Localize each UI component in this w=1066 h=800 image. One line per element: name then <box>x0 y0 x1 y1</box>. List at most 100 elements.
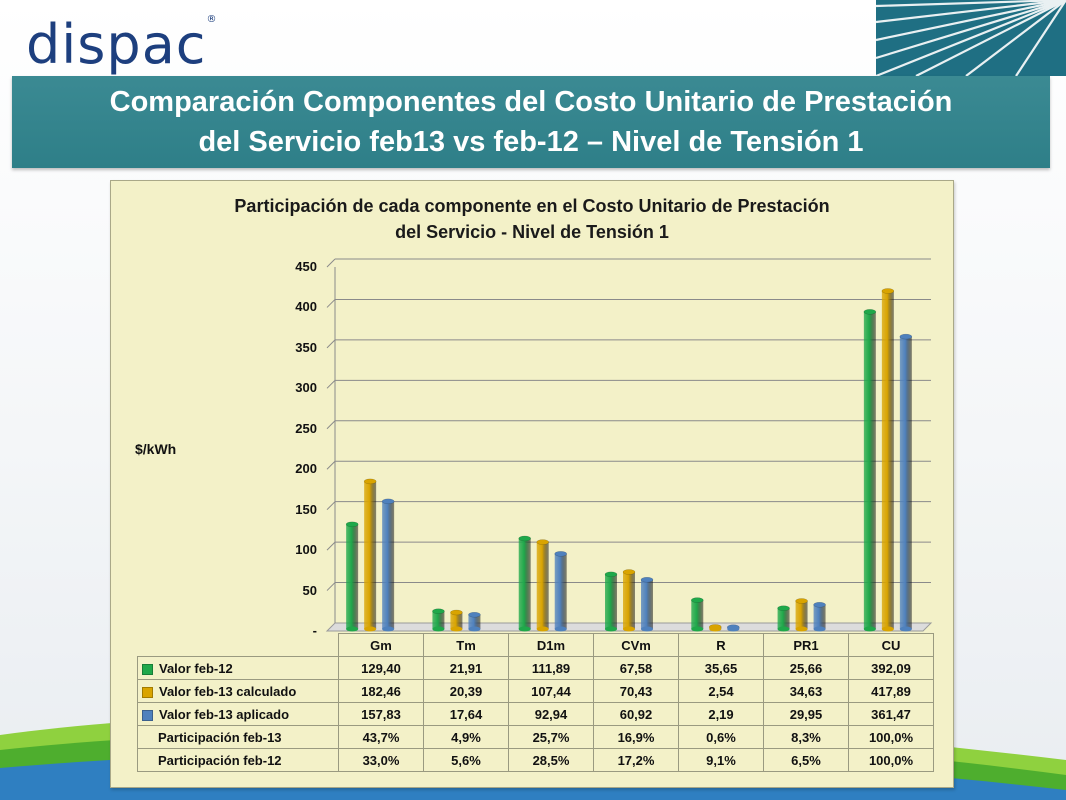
data-value: 8,3% <box>763 725 849 749</box>
bar-PR1-series-1 <box>777 605 790 632</box>
bar-R-series-2 <box>709 624 722 632</box>
data-value: 111,89 <box>508 656 594 680</box>
bar-CVm-series-2 <box>622 569 636 632</box>
category-label: R <box>678 633 764 657</box>
data-value: 17,2% <box>593 748 679 772</box>
bar-Tm-series-2 <box>450 609 463 632</box>
legend-key <box>142 686 153 698</box>
table-row: Valor feb-13 aplicado 157,83 17,64 92,94 60,… <box>137 702 934 726</box>
y-tick-label: 100 <box>295 542 317 558</box>
bar-Gm-series-2 <box>363 478 377 632</box>
data-value: 25,66 <box>763 656 849 680</box>
series-name: Valor feb-13 calculado <box>137 679 339 703</box>
bar-CVm-series-1 <box>604 571 618 632</box>
chart-title-line2: del Servicio - Nivel de Tensión 1 <box>395 222 669 242</box>
data-value: 392,09 <box>848 656 934 680</box>
data-value: 182,46 <box>338 679 424 703</box>
table-row: Valor feb-12 129,40 21,91 111,89 67,58 35,65 2… <box>137 656 934 680</box>
gridline-depth <box>326 541 336 551</box>
data-value: 100,0% <box>848 725 934 749</box>
bar-chart-plot <box>325 258 933 632</box>
series-name: Valor feb-12 <box>137 656 339 680</box>
bar-CU-series-1 <box>863 309 877 632</box>
series-name: Valor feb-13 aplicado <box>137 702 339 726</box>
data-value: 25,7% <box>508 725 594 749</box>
slide-title-line1: Comparación Componentes del Costo Unitar… <box>109 86 953 118</box>
bar-Gm-series-1 <box>345 521 359 632</box>
table-row: Participación feb-13 43,7% 4,9% 25,7% 16,9% 0… <box>137 725 934 749</box>
category-label: Tm <box>423 633 509 657</box>
gridline-depth <box>326 339 336 349</box>
y-tick-label: - <box>312 623 317 638</box>
table-header-row: Gm Tm D1m CVm R PR1 CU <box>138 633 934 657</box>
category-label: PR1 <box>763 633 849 657</box>
y-tick-label: 200 <box>295 461 317 477</box>
bar-PR1-series-2 <box>795 598 808 632</box>
bar-R-series-3 <box>727 624 740 632</box>
data-value: 417,89 <box>848 679 934 703</box>
data-value: 92,94 <box>508 702 594 726</box>
data-table: Gm Tm D1m CVm R PR1 CU Valor feb-12 129,40 21,91 1… <box>137 633 934 772</box>
data-value: 2,19 <box>678 702 764 726</box>
gridline-depth <box>326 460 336 470</box>
legend-label: Valor feb-12 <box>159 660 233 676</box>
slide-title-line2: del Servicio feb13 vs feb-12 – Nivel de … <box>198 126 864 158</box>
data-value: 28,5% <box>508 748 594 772</box>
y-tick-label: 450 <box>295 259 317 274</box>
category-label: D1m <box>508 633 594 657</box>
data-value: 16,9% <box>593 725 679 749</box>
data-value: 34,63 <box>763 679 849 703</box>
y-tick-label: 150 <box>295 501 317 517</box>
data-value: 2,54 <box>678 679 764 703</box>
gridline-depth <box>326 379 336 389</box>
data-value: 33,0% <box>338 748 424 772</box>
legend-label: Valor feb-13 calculado <box>159 683 297 699</box>
chart-panel: Participación de cada componente en el C… <box>110 180 954 788</box>
bar-D1m-series-1 <box>518 535 531 632</box>
data-value: 29,95 <box>763 702 849 726</box>
chart-title: Participación de cada componente en el C… <box>111 193 953 245</box>
table-row: Participación feb-12 33,0% 5,6% 28,5% 17,2% 9… <box>137 748 934 772</box>
bar-CU-series-3 <box>899 333 913 632</box>
bar-Tm-series-1 <box>432 608 445 632</box>
y-tick-label: 250 <box>295 420 317 436</box>
category-label: CVm <box>593 633 679 657</box>
data-value: 70,43 <box>593 679 679 703</box>
bar-CVm-series-3 <box>640 576 654 632</box>
data-value: 107,44 <box>508 679 594 703</box>
y-tick-label: 400 <box>295 299 317 315</box>
data-value: 20,39 <box>423 679 509 703</box>
bar-D1m-series-3 <box>554 551 567 632</box>
row-name: Participación feb-12 <box>137 748 339 772</box>
legend-key <box>142 709 153 721</box>
legend-key <box>142 663 153 675</box>
data-value: 0,6% <box>678 725 764 749</box>
bar-CU-series-2 <box>881 288 895 632</box>
data-value: 5,6% <box>423 748 509 772</box>
y-tick-label: 350 <box>295 339 317 355</box>
data-value: 129,40 <box>338 656 424 680</box>
data-value: 43,7% <box>338 725 424 749</box>
corner-rays-decoration <box>876 0 1066 76</box>
data-value: 17,64 <box>423 702 509 726</box>
row-name: Participación feb-13 <box>137 725 339 749</box>
gridline-depth <box>326 299 336 308</box>
category-label: CU <box>848 633 934 657</box>
gridline-depth <box>326 501 336 511</box>
data-value: 21,91 <box>423 656 509 680</box>
data-value: 60,92 <box>593 702 679 726</box>
data-value: 4,9% <box>423 725 509 749</box>
data-value: 35,65 <box>678 656 764 680</box>
slide-title-banner: Comparación Componentes del Costo Unitar… <box>12 76 1050 168</box>
gridline-depth <box>326 258 336 268</box>
gridline-depth <box>326 420 336 430</box>
legend-label: Valor feb-13 aplicado <box>159 706 290 722</box>
gridline-depth <box>326 582 336 591</box>
bar-Gm-series-3 <box>381 498 395 632</box>
y-tick-label: 300 <box>295 380 317 396</box>
bar-D1m-series-2 <box>536 539 549 632</box>
chart-title-line1: Participación de cada componente en el C… <box>234 196 830 216</box>
data-value: 157,83 <box>338 702 424 726</box>
table-row: Valor feb-13 calculado 182,46 20,39 107,44 7… <box>137 679 934 703</box>
data-value: 9,1% <box>678 748 764 772</box>
